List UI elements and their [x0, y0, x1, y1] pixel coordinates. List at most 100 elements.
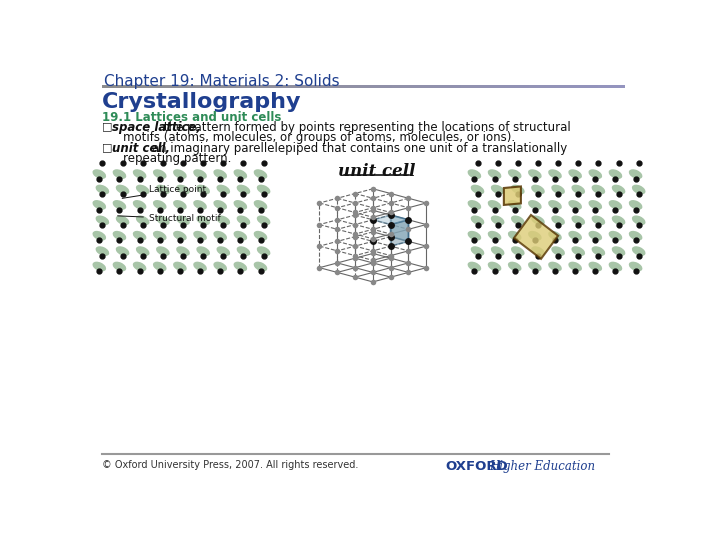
Ellipse shape: [572, 185, 585, 194]
Bar: [165, 85, 166, 88]
Bar: [410, 85, 411, 88]
Bar: [544, 85, 545, 88]
Text: Higher Education: Higher Education: [489, 460, 595, 473]
Bar: [341, 85, 342, 88]
Bar: [233, 85, 234, 88]
Ellipse shape: [153, 231, 166, 241]
Bar: [127, 85, 128, 88]
Bar: [577, 85, 578, 88]
Bar: [435, 85, 436, 88]
Bar: [590, 85, 591, 88]
Bar: [130, 85, 131, 88]
Bar: [163, 85, 164, 88]
Bar: [447, 85, 448, 88]
Ellipse shape: [213, 262, 227, 272]
Bar: [455, 85, 456, 88]
Bar: [205, 85, 206, 88]
Bar: [123, 85, 124, 88]
Bar: [608, 85, 609, 88]
Bar: [575, 85, 576, 88]
Bar: [144, 85, 145, 88]
Bar: [504, 85, 505, 88]
Bar: [382, 85, 383, 88]
Bar: [326, 85, 327, 88]
Bar: [425, 85, 426, 88]
Text: © Oxford University Press, 2007. All rights reserved.: © Oxford University Press, 2007. All rig…: [102, 460, 358, 470]
Ellipse shape: [96, 215, 109, 225]
Text: □: □: [102, 142, 112, 152]
Bar: [208, 85, 209, 88]
Bar: [357, 85, 358, 88]
Bar: [423, 85, 424, 88]
Bar: [331, 85, 332, 88]
Bar: [185, 85, 186, 88]
Bar: [153, 85, 154, 88]
Bar: [514, 85, 515, 88]
Ellipse shape: [237, 185, 251, 194]
Bar: [389, 85, 390, 88]
Bar: [379, 85, 380, 88]
Bar: [119, 85, 120, 88]
Bar: [242, 85, 243, 88]
Ellipse shape: [592, 185, 606, 194]
Bar: [198, 85, 199, 88]
Bar: [183, 85, 184, 88]
Bar: [169, 85, 170, 88]
Bar: [118, 85, 119, 88]
Ellipse shape: [193, 231, 207, 241]
Ellipse shape: [612, 215, 626, 225]
Bar: [320, 85, 321, 88]
Ellipse shape: [233, 169, 247, 179]
Bar: [441, 85, 442, 88]
Bar: [210, 85, 211, 88]
Text: space lattice,: space lattice,: [112, 121, 201, 134]
Bar: [503, 85, 504, 88]
Bar: [494, 85, 495, 88]
Bar: [164, 85, 165, 88]
Ellipse shape: [548, 169, 562, 179]
Bar: [457, 85, 458, 88]
Bar: [613, 85, 614, 88]
Bar: [343, 85, 344, 88]
Bar: [266, 85, 267, 88]
Bar: [235, 85, 236, 88]
Ellipse shape: [92, 169, 106, 179]
Bar: [277, 85, 279, 88]
Bar: [375, 85, 376, 88]
Bar: [393, 85, 394, 88]
Bar: [250, 85, 251, 88]
Bar: [427, 85, 428, 88]
Bar: [238, 85, 239, 88]
Bar: [485, 85, 486, 88]
Bar: [386, 85, 387, 88]
Bar: [225, 85, 226, 88]
Bar: [311, 85, 312, 88]
Bar: [346, 85, 347, 88]
Ellipse shape: [116, 246, 130, 256]
Ellipse shape: [471, 246, 485, 256]
Bar: [366, 85, 367, 88]
Ellipse shape: [112, 169, 126, 179]
Bar: [519, 85, 520, 88]
Bar: [484, 85, 485, 88]
Bar: [297, 85, 299, 88]
Ellipse shape: [217, 246, 230, 256]
Ellipse shape: [629, 231, 642, 241]
Ellipse shape: [629, 262, 642, 272]
Ellipse shape: [153, 262, 166, 272]
Bar: [587, 85, 588, 88]
Ellipse shape: [491, 246, 505, 256]
Bar: [385, 85, 386, 88]
Bar: [356, 85, 357, 88]
Bar: [482, 85, 483, 88]
Bar: [414, 85, 415, 88]
Bar: [550, 85, 551, 88]
Bar: [579, 85, 580, 88]
Bar: [282, 85, 283, 88]
Bar: [180, 85, 181, 88]
Bar: [408, 85, 409, 88]
Bar: [401, 85, 402, 88]
Bar: [129, 85, 130, 88]
Ellipse shape: [588, 169, 602, 179]
Bar: [551, 85, 552, 88]
